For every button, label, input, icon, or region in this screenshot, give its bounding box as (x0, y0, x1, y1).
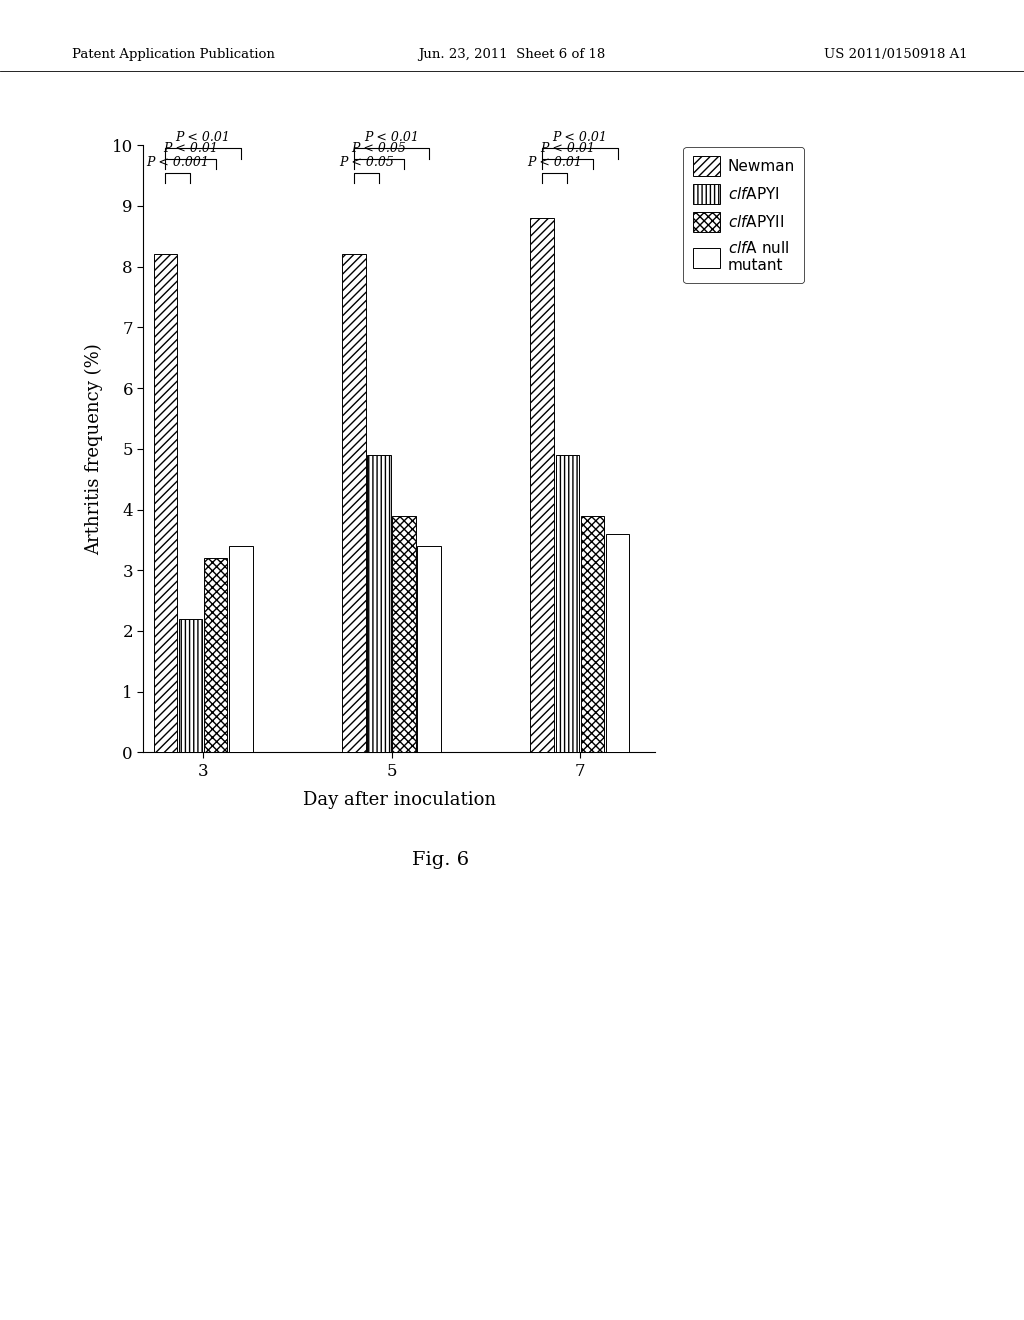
Text: P < 0.01: P < 0.01 (365, 131, 419, 144)
X-axis label: Day after inoculation: Day after inoculation (303, 791, 496, 809)
Bar (229, 546, 253, 752)
Text: Fig. 6: Fig. 6 (412, 851, 469, 870)
Text: Jun. 23, 2011  Sheet 6 of 18: Jun. 23, 2011 Sheet 6 of 18 (419, 48, 605, 61)
Text: US 2011/0150918 A1: US 2011/0150918 A1 (824, 48, 968, 61)
Text: P < 0.001: P < 0.001 (146, 156, 209, 169)
Text: P < 0.01: P < 0.01 (527, 156, 583, 169)
Bar (581, 516, 604, 752)
Text: P < 0.05: P < 0.05 (339, 156, 394, 169)
Bar (606, 533, 630, 752)
Bar (342, 255, 366, 752)
Text: Patent Application Publication: Patent Application Publication (72, 48, 274, 61)
Bar (154, 255, 177, 752)
Bar (392, 516, 416, 752)
Bar (530, 218, 554, 752)
Legend: Newman, $\it{clf}$APYI, $\it{clf}$APYII, $\it{clf}$A null
mutant: Newman, $\it{clf}$APYI, $\it{clf}$APYII,… (683, 147, 804, 282)
Y-axis label: Arthritis frequency (%): Arthritis frequency (%) (85, 343, 103, 554)
Bar (204, 558, 227, 752)
Text: P < 0.01: P < 0.01 (540, 143, 595, 154)
Bar (368, 455, 391, 752)
Bar (178, 619, 203, 752)
Text: P < 0.01: P < 0.01 (553, 131, 607, 144)
Text: P < 0.05: P < 0.05 (351, 143, 407, 154)
Bar (556, 455, 580, 752)
Text: P < 0.01: P < 0.01 (163, 143, 218, 154)
Bar (418, 546, 441, 752)
Text: P < 0.01: P < 0.01 (175, 131, 230, 144)
